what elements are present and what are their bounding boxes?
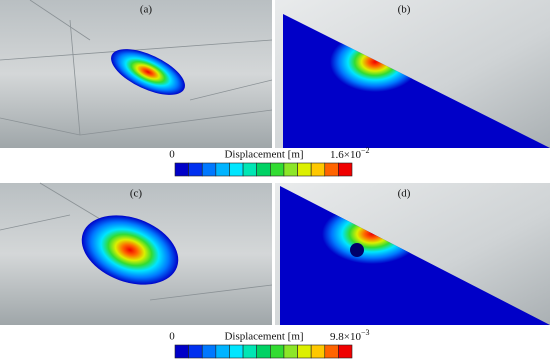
colorbar-swatch [201,344,217,359]
colorbar-max-mantissa: 9.8×10 [330,331,361,343]
panel-label: (a) [140,4,153,16]
colorbar-max: 1.6×10−2 [330,146,369,161]
colorbar-swatch [324,162,339,177]
colorbar-min: 0 [169,331,175,343]
panel-label: (b) [398,4,411,16]
displacement-blob [81,215,179,285]
colorbar-swatch [297,344,312,359]
colorbar-min: 0 [169,149,175,161]
colorbar-swatch [310,344,326,359]
colorbar-swatch [324,344,339,359]
colorbar-swatch [256,344,271,359]
colorbar-swatch [270,344,285,359]
panel-label: (c) [130,188,143,200]
colorbar-swatch [229,162,244,177]
colorbar-swatch [174,344,189,359]
grid-box [0,0,273,136]
colorbar-swatch [283,344,298,359]
displacement-blob [111,49,185,95]
colorbar-max-exponent: −2 [361,146,370,155]
colorbar-swatch [174,162,189,177]
colorbar-max-mantissa: 1.6×10 [330,149,361,161]
colorbar-swatch [188,344,203,359]
colorbar-max-exponent: −3 [361,328,370,337]
colorbar-swatch [215,344,230,359]
colorbar-swatch [338,344,353,359]
colorbar-swatch [310,162,326,177]
colorbar-swatch [229,344,244,359]
cavity [350,243,364,257]
colorbar-swatch [188,162,203,177]
colorbar-max: 9.8×10−3 [330,328,369,343]
colorbar-swatch [242,344,257,359]
grid-box [0,182,273,301]
colorbar-swatch [256,162,271,177]
colorbar-swatch [297,162,312,177]
colorbar-swatch [270,162,285,177]
colorbar-swatch [215,162,230,177]
colorbar-swatch [338,162,353,177]
colorbar-title: Displacement [m] [224,331,303,343]
colorbar-swatch [201,162,217,177]
colorbar-title: Displacement [m] [224,149,303,161]
panel-label: (d) [398,188,411,200]
colorbar-swatch [242,162,257,177]
colorbar-swatch [283,162,298,177]
